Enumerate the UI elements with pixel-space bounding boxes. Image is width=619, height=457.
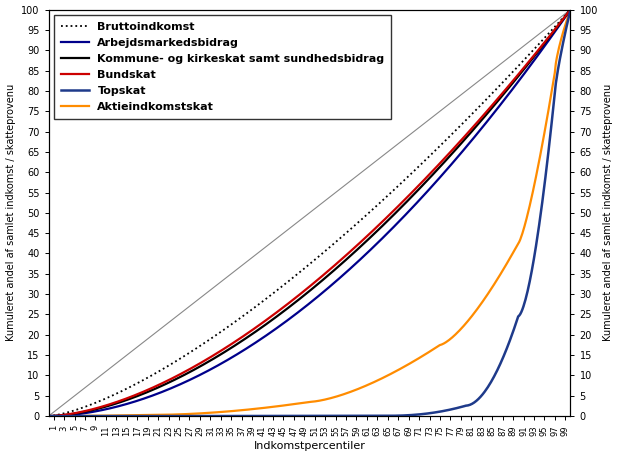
Kommune- og kirkeskat samt sundhedsbidrag: [473, 123, 480, 129]
Topskat: [327, 413, 335, 419]
Bundskat: [45, 414, 52, 419]
Bundskat: [327, 266, 335, 271]
Bruttoindkomst: [45, 414, 52, 419]
Kommune- og kirkeskat samt sundhedsbidrag: [567, 7, 574, 12]
Kommune- og kirkeskat samt sundhedsbidrag: [296, 296, 303, 302]
Bundskat: [473, 121, 480, 126]
Kommune- og kirkeskat samt sundhedsbidrag: [45, 414, 52, 419]
Kommune- og kirkeskat samt sundhedsbidrag: [554, 23, 561, 29]
Bundskat: [355, 241, 363, 246]
Arbejdsmarkedsbidrag: [473, 132, 480, 138]
Arbejdsmarkedsbidrag: [554, 25, 561, 30]
Topskat: [554, 67, 561, 73]
Bruttoindkomst: [296, 270, 303, 275]
Y-axis label: Kumuleret andel af samlet indkomst / skatteprovenu: Kumuleret andel af samlet indkomst / ska…: [6, 84, 15, 341]
Topskat: [473, 398, 480, 404]
Kommune- og kirkeskat samt sundhedsbidrag: [293, 299, 300, 304]
Arbejdsmarkedsbidrag: [45, 414, 52, 419]
Aktieindkomstskat: [327, 395, 335, 401]
Arbejdsmarkedsbidrag: [355, 258, 363, 263]
Bruttoindkomst: [355, 219, 363, 224]
Bruttoindkomst: [554, 21, 561, 26]
Arbejdsmarkedsbidrag: [293, 311, 300, 316]
Bruttoindkomst: [327, 244, 335, 249]
Arbejdsmarkedsbidrag: [327, 283, 335, 288]
Bundskat: [554, 23, 561, 28]
Y-axis label: Kumuleret andel af samlet indkomst / skatteprovenu: Kumuleret andel af samlet indkomst / ska…: [604, 84, 613, 341]
Topskat: [296, 413, 303, 419]
Line: Aktieindkomstskat: Aktieindkomstskat: [48, 10, 571, 416]
Line: Arbejdsmarkedsbidrag: Arbejdsmarkedsbidrag: [48, 10, 571, 416]
Bruttoindkomst: [567, 7, 574, 12]
Legend: Bruttoindkomst, Arbejdsmarkedsbidrag, Kommune- og kirkeskat samt sundhedsbidrag,: Bruttoindkomst, Arbejdsmarkedsbidrag, Ko…: [54, 15, 391, 119]
Bruttoindkomst: [473, 107, 480, 112]
Aktieindkomstskat: [293, 401, 300, 407]
Line: Bundskat: Bundskat: [48, 10, 571, 416]
Arbejdsmarkedsbidrag: [567, 7, 574, 12]
Arbejdsmarkedsbidrag: [296, 308, 303, 314]
Line: Kommune- og kirkeskat samt sundhedsbidrag: Kommune- og kirkeskat samt sundhedsbidra…: [48, 10, 571, 416]
Bundskat: [567, 7, 574, 12]
Line: Topskat: Topskat: [48, 10, 571, 416]
Aktieindkomstskat: [554, 49, 561, 55]
X-axis label: Indkomstpercentiler: Indkomstpercentiler: [254, 441, 365, 452]
Aktieindkomstskat: [296, 401, 303, 406]
Topskat: [293, 413, 300, 419]
Bundskat: [296, 292, 303, 298]
Topskat: [355, 413, 363, 419]
Kommune- og kirkeskat samt sundhedsbidrag: [327, 270, 335, 276]
Bruttoindkomst: [293, 272, 300, 277]
Aktieindkomstskat: [473, 308, 480, 313]
Bundskat: [293, 294, 300, 300]
Kommune- og kirkeskat samt sundhedsbidrag: [355, 245, 363, 250]
Aktieindkomstskat: [355, 386, 363, 391]
Aktieindkomstskat: [567, 7, 574, 12]
Topskat: [567, 7, 574, 12]
Line: Bruttoindkomst: Bruttoindkomst: [48, 10, 571, 416]
Topskat: [45, 414, 52, 419]
Aktieindkomstskat: [45, 414, 52, 419]
